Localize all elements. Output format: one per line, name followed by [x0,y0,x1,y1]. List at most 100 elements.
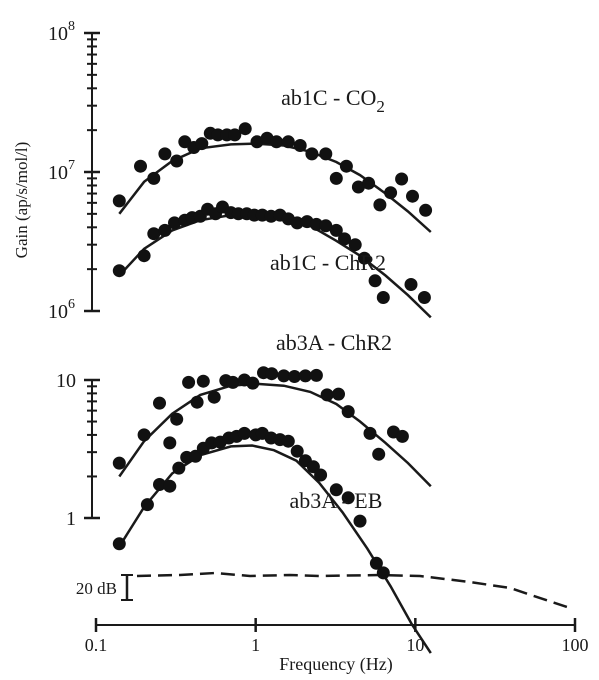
data-point [163,479,177,493]
data-point [419,203,433,217]
data-point [339,159,353,173]
data-point [384,186,398,200]
data-point [319,219,333,233]
x-axis-title: Frequency (Hz) [279,654,392,675]
data-point [112,537,126,551]
data-point [112,264,126,278]
data-point [376,291,390,304]
x-tick: 100 [562,618,589,655]
data-point [112,194,126,208]
data-point [182,375,196,389]
top-y-minor-ticks [87,38,97,271]
scale-bar: 20 dB [76,574,133,601]
series-0-0 [112,122,433,233]
data-point [190,395,204,409]
data-point [158,147,172,161]
tick-label-base: 10 [48,23,68,45]
data-point [309,368,323,382]
data-point [395,429,409,443]
data-point [329,171,343,185]
x-tick-label: 0.1 [85,635,108,655]
data-point [290,444,304,458]
noise-floor-dashed-line [136,571,571,610]
top-y-tick-1e7: 10 7 [48,158,100,184]
tick-label-base: 10 [48,162,68,184]
data-point [314,468,328,482]
data-point [195,137,209,151]
series-label-ab3a-chr2: ab3A - ChR2 [276,330,392,355]
scale-bar-label: 20 dB [76,579,117,598]
data-point [170,154,184,168]
data-point [163,436,177,450]
data-point [168,216,181,230]
data-point [376,566,390,580]
data-point [238,122,252,136]
data-point [137,249,151,263]
data-point [329,223,343,237]
data-point [395,172,409,186]
data-point [298,369,312,383]
tick-label: 10 [56,370,76,392]
data-point [404,278,418,291]
data-point [320,388,334,402]
series-label-ab3a-eb: ab3A - EB [290,488,383,513]
data-point [281,434,295,448]
data-point [112,456,126,470]
top-y-axis: 10 8 10 7 10 6 [48,19,100,323]
tick-label-exponent: 6 [68,297,75,312]
series-label-text: ab1C - CO [281,85,376,110]
data-point [332,387,345,401]
data-point [293,139,307,152]
data-point [137,428,151,442]
fit-curve [118,444,432,654]
y-axis-title: Gain (ap/s/mol/l) [12,142,31,259]
data-point [250,135,264,149]
data-point [363,426,377,440]
data-point [372,447,386,461]
data-point [172,461,186,475]
data-point [140,498,154,512]
data-point [277,369,291,383]
series-label-ab1c-chr2: ab1C - ChR2 [270,250,386,275]
series-label-subscript: 2 [376,97,385,116]
data-point [189,449,202,463]
data-point [338,232,351,246]
data-point [329,483,343,497]
x-tick: 10 [406,618,424,655]
data-point [417,291,431,304]
fit-curve [118,382,432,488]
x-axis: 0.1 1 10 100 Frequency (Hz) [85,618,589,675]
tick-label-exponent: 8 [68,19,75,34]
top-y-tick-1e6: 10 6 [48,297,100,323]
top-y-tick-1e8: 10 8 [48,19,100,45]
data-point [369,556,383,570]
data-point [237,426,251,440]
x-tick-label: 1 [251,635,260,655]
data-point [351,180,365,194]
data-point [134,159,147,173]
x-tick: 0.1 [85,618,108,655]
data-point [290,216,304,230]
data-point [362,176,376,190]
data-point [348,238,362,252]
data-point [226,375,240,389]
tick-label-exponent: 7 [68,158,75,173]
series-1-0 [112,366,432,488]
bottom-y-tick-1: 1 [66,508,100,530]
x-tick-label: 100 [562,635,589,655]
data-point [353,514,367,528]
series-0-1 [112,200,432,319]
data-point [153,478,166,491]
data-point [170,412,184,426]
tick-label-base: 10 [48,301,68,323]
tick-label: 1 [66,508,76,530]
data-point [281,135,295,149]
bottom-y-axis: 10 1 [56,370,100,530]
x-axis-ticks: 0.1 1 10 100 [85,618,589,655]
data-point [265,367,279,381]
data-point [357,251,371,265]
data-point [341,405,355,419]
data-point [228,128,242,142]
bottom-y-tick-10: 10 [56,370,100,392]
